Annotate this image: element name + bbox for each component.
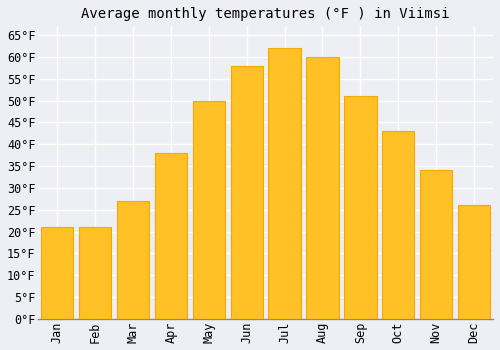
Bar — [41, 227, 74, 319]
Bar — [458, 205, 490, 319]
Bar — [155, 153, 187, 319]
Bar — [268, 48, 300, 319]
Bar — [344, 96, 376, 319]
Title: Average monthly temperatures (°F ) in Viimsi: Average monthly temperatures (°F ) in Vi… — [82, 7, 450, 21]
Bar — [230, 65, 263, 319]
Bar — [79, 227, 111, 319]
Bar — [117, 201, 149, 319]
Bar — [192, 100, 225, 319]
Bar — [382, 131, 414, 319]
Bar — [306, 57, 338, 319]
Bar — [420, 170, 452, 319]
